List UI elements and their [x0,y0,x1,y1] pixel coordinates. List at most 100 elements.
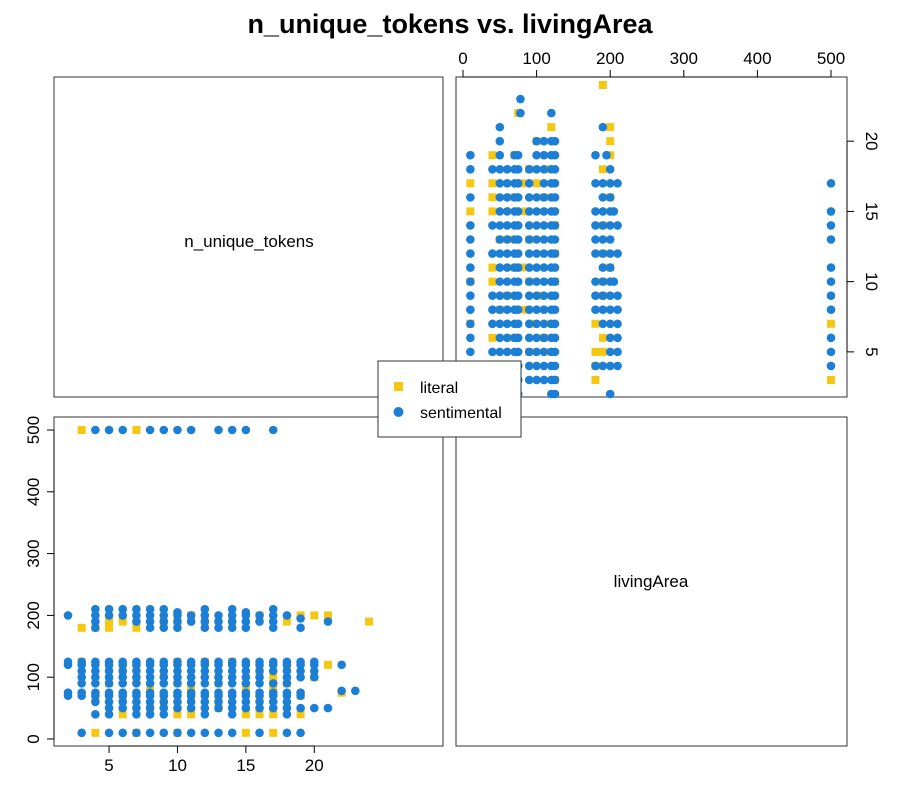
sentimental-point-lower [145,679,155,688]
sentimental-point-upper [532,193,541,202]
bottom-axis-tick-label: 15 [236,756,255,775]
sentimental-point-lower [241,623,251,633]
literal-point-lower [132,426,141,434]
legend-literal-marker [394,382,403,391]
sentimental-point-upper [539,249,549,258]
sentimental-point-lower [145,425,155,435]
sentimental-point-upper [613,291,622,300]
literal-point-upper [591,375,600,384]
sentimental-point-upper [532,164,541,174]
sentimental-point-lower [145,617,155,626]
sentimental-point-lower [91,617,100,626]
literal-point-upper [598,165,607,174]
sentimental-point-upper [605,263,615,272]
sentimental-point-lower [104,709,114,719]
sentimental-point-lower [104,691,114,701]
literal-point-upper [598,347,607,356]
sentimental-point-lower [132,672,141,682]
literal-point-lower [296,710,305,719]
sentimental-point-upper [502,179,512,188]
literal-point-upper [827,319,835,328]
sentimental-point-upper [826,361,836,371]
sentimental-point-lower [337,660,346,670]
sentimental-point-upper [591,361,600,371]
literal-point-lower [187,710,196,719]
sentimental-point-lower [268,617,278,626]
sentimental-point-upper [532,333,541,343]
sentimental-point-lower [145,709,155,719]
sentimental-point-upper [532,291,541,300]
sentimental-point-upper [539,277,549,286]
sentimental-point-lower [214,728,223,738]
sentimental-point-lower [173,660,182,670]
sentimental-point-lower [282,672,292,682]
sentimental-point-upper [502,277,512,286]
sentimental-point-lower [323,703,333,713]
sentimental-point-lower [118,660,128,670]
sentimental-point-lower [255,728,264,738]
sentimental-point-upper [502,333,512,343]
sentimental-point-upper [598,179,608,188]
sentimental-point-lower [91,611,100,620]
literal-point-lower [323,611,332,620]
sentimental-point-upper [605,235,615,244]
sentimental-point-lower [268,611,278,620]
sentimental-point-upper [524,277,534,286]
sentimental-point-upper [495,333,505,343]
sentimental-point-upper [466,164,475,174]
sentimental-point-upper [510,235,519,244]
sentimental-point-upper [826,235,836,244]
literal-point-lower [105,617,114,626]
sentimental-point-upper [524,263,534,272]
sentimental-point-lower [91,623,100,633]
sentimental-point-upper [539,347,549,357]
sentimental-point-lower [159,679,169,688]
sentimental-point-lower [255,611,264,620]
sentimental-point-lower [173,672,182,682]
sentimental-point-lower [241,703,251,713]
sentimental-point-upper [598,249,608,258]
sentimental-point-lower [241,666,251,676]
sentimental-point-upper [613,347,622,357]
sentimental-point-upper [826,263,836,272]
sentimental-point-upper [826,347,836,357]
sentimental-point-upper [502,164,512,174]
sentimental-point-lower [118,611,128,620]
sentimental-point-lower [63,611,73,620]
sentimental-point-lower [132,666,141,676]
sentimental-point-upper [524,333,534,343]
left-axis-tick-label: 0 [24,734,43,743]
sentimental-point-lower [91,425,100,435]
sentimental-point-upper [591,179,600,188]
sentimental-point-upper [591,305,600,315]
literal-point-lower [173,710,182,719]
sentimental-point-upper [613,361,622,371]
sentimental-point-upper [502,291,512,300]
sentimental-point-upper [510,291,519,300]
sentimental-point-lower [323,617,333,626]
sentimental-point-lower [296,703,305,713]
sentimental-point-upper [510,193,519,202]
diag-label-n-unique-tokens: n_unique_tokens [184,232,314,251]
sentimental-point-lower [200,660,210,670]
sentimental-point-upper [495,221,505,230]
sentimental-point-lower [268,697,278,707]
sentimental-point-lower [159,691,169,701]
literal-point-upper [606,123,615,132]
sentimental-point-lower [200,623,210,633]
sentimental-point-lower [227,679,237,688]
sentimental-point-upper [532,347,541,357]
sentimental-point-lower [186,617,196,626]
sentimental-point-upper [510,221,519,230]
sentimental-point-upper [539,319,549,329]
sentimental-point-upper [524,305,534,315]
sentimental-point-lower [104,697,114,707]
sentimental-point-lower [268,666,278,676]
sentimental-point-lower [118,728,128,738]
sentimental-point-lower [173,425,182,435]
points-lower-panel [63,425,373,738]
sentimental-point-upper [495,150,505,160]
sentimental-point-upper [466,347,475,357]
sentimental-point-lower [227,660,237,670]
sentimental-point-upper [488,221,497,230]
